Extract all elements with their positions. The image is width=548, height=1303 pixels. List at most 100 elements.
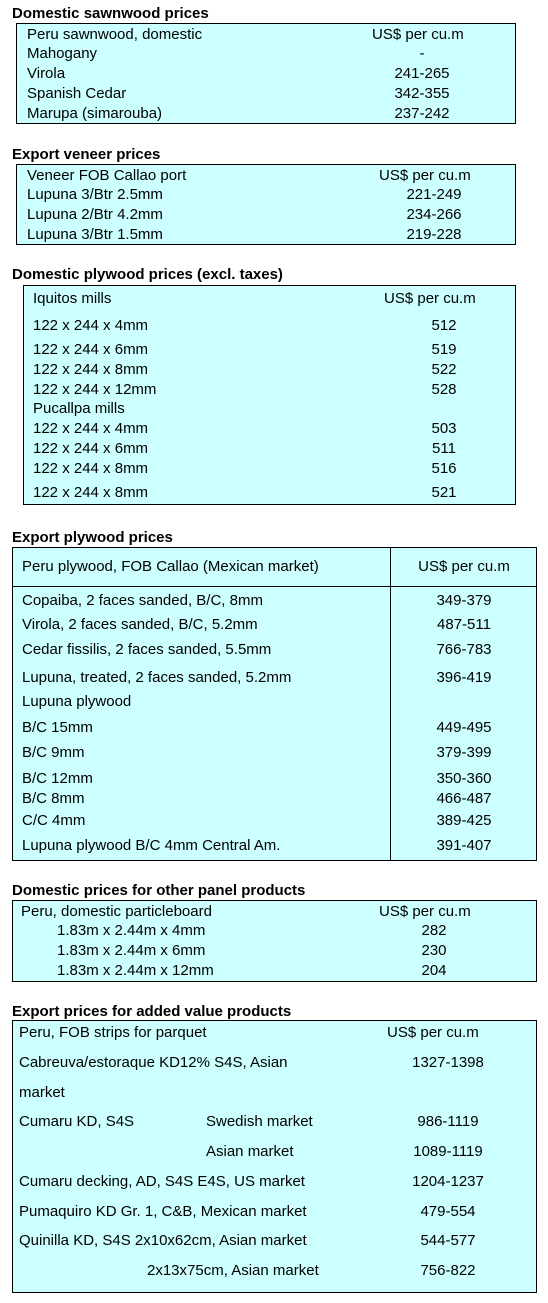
dom-plywood-row-price: 503 (431, 420, 457, 437)
exp-plywood-row-name: B/C 8mm (22, 790, 85, 807)
added-row-market: 2x13x75cm, Asian market (147, 1262, 319, 1279)
added-row-name: market (19, 1084, 65, 1101)
dom-plywood-title: Domestic plywood prices (excl. taxes) (12, 266, 283, 283)
added-row-price: 1327-1398 (412, 1054, 484, 1071)
exp-plywood-table: Peru plywood, FOB Callao (Mexican market… (12, 547, 537, 861)
panel-row-name: 1.83m x 2.44m x 6mm (57, 942, 206, 959)
added-row-price: 1204-1237 (412, 1173, 484, 1190)
dom-plywood-row-price: 512 (431, 317, 457, 334)
dom-plywood-row-name: 122 x 244 x 4mm (33, 317, 149, 334)
added-row-price: 1089-1119 (413, 1143, 483, 1160)
veneer-title: Export veneer prices (12, 146, 161, 163)
veneer-table: Veneer FOB Callao port US$ per cu.m Lupu… (16, 164, 516, 245)
exp-plywood-row-price: 466-487 (436, 790, 492, 807)
sawnwood-header-unit: US$ per cu.m (372, 26, 464, 43)
header-divider (13, 586, 536, 587)
added-header-label: Peru, FOB strips for parquet (19, 1024, 207, 1041)
dom-plywood-row-price: 528 (431, 381, 457, 398)
veneer-row-price: 221-249 (406, 186, 462, 203)
exp-plywood-row-name: C/C 4mm (22, 812, 86, 829)
veneer-row-name: Lupuna 3/Btr 2.5mm (27, 186, 163, 203)
exp-plywood-subheader: Lupuna plywood (22, 693, 132, 710)
exp-plywood-header-unit: US$ per cu.m (418, 558, 510, 575)
veneer-row-name: Lupuna 2/Btr 4.2mm (27, 206, 163, 223)
sawnwood-row-price: 237-242 (394, 105, 450, 122)
exp-plywood-row-price: 487-511 (437, 616, 491, 633)
veneer-row-name: Lupuna 3/Btr 1.5mm (27, 226, 163, 243)
dom-plywood-row-name: 122 x 244 x 6mm (33, 341, 149, 358)
exp-plywood-row-price: 349-379 (436, 592, 492, 609)
exp-plywood-row-price: 350-360 (436, 770, 492, 787)
exp-plywood-row-name: Lupuna plywood B/C 4mm Central Am. (22, 837, 281, 854)
sawnwood-row-name: Marupa (simarouba) (27, 105, 163, 122)
veneer-header-label: Veneer FOB Callao port (27, 167, 187, 184)
exp-plywood-row-price: 389-425 (436, 812, 492, 829)
panel-row-name: 1.83m x 2.44m x 12mm (57, 962, 214, 979)
panel-table: Peru, domestic particleboard US$ per cu.… (12, 900, 537, 982)
added-row-price: 986-1119 (417, 1113, 479, 1130)
added-row-name: Cumaru decking, AD, S4S E4S, US market (19, 1173, 305, 1190)
dom-plywood-row-name: 122 x 244 x 12mm (33, 381, 157, 398)
exp-plywood-title: Export plywood prices (12, 529, 173, 546)
dom-plywood-header-unit: US$ per cu.m (384, 290, 476, 307)
sawnwood-row-name: Virola (27, 65, 66, 82)
dom-plywood-table: Iquitos mills US$ per cu.m 122 x 244 x 4… (23, 285, 516, 505)
exp-plywood-row-price: 449-495 (436, 719, 492, 736)
exp-plywood-header-label: Peru plywood, FOB Callao (Mexican market… (22, 558, 319, 575)
exp-plywood-row-price: 396-419 (436, 669, 492, 686)
column-divider (390, 548, 391, 860)
sawnwood-header-label: Peru sawnwood, domestic (27, 26, 203, 43)
added-header-unit: US$ per cu.m (387, 1024, 479, 1041)
added-row-market: Asian market (206, 1143, 294, 1160)
exp-plywood-row-name: Cedar fissilis, 2 faces sanded, 5.5mm (22, 641, 272, 658)
exp-plywood-row-price: 766-783 (436, 641, 492, 658)
dom-plywood-row-name: 122 x 244 x 8mm (33, 460, 149, 477)
exp-plywood-row-name: B/C 12mm (22, 770, 93, 787)
added-title: Export prices for added value products (12, 1003, 292, 1020)
added-row-price: 756-822 (420, 1262, 476, 1279)
sawnwood-row-price: 241-265 (394, 65, 450, 82)
panel-row-price: 204 (421, 962, 447, 979)
dom-plywood-row-price: 522 (431, 361, 457, 378)
exp-plywood-row-name: Virola, 2 faces sanded, B/C, 5.2mm (22, 616, 258, 633)
exp-plywood-row-name: Copaiba, 2 faces sanded, B/C, 8mm (22, 592, 263, 609)
panel-title: Domestic prices for other panel products (12, 882, 306, 899)
exp-plywood-row-name: Lupuna, treated, 2 faces sanded, 5.2mm (22, 669, 292, 686)
dom-plywood-header-label: Iquitos mills (33, 290, 112, 307)
panel-row-price: 282 (421, 922, 447, 939)
exp-plywood-row-price: 379-399 (436, 744, 492, 761)
panel-header-unit: US$ per cu.m (379, 903, 471, 920)
dom-plywood-subheader: Pucallpa mills (33, 400, 125, 417)
sawnwood-table: Peru sawnwood, domestic US$ per cu.m Mah… (16, 23, 516, 124)
added-table: Peru, FOB strips for parquet US$ per cu.… (12, 1020, 537, 1293)
sawnwood-row-name: Mahogany (27, 45, 98, 62)
added-row-price: 479-554 (420, 1203, 476, 1220)
sawnwood-title: Domestic sawnwood prices (12, 5, 209, 22)
panel-row-price: 230 (421, 942, 447, 959)
panel-header-label: Peru, domestic particleboard (21, 903, 212, 920)
dom-plywood-row-name: 122 x 244 x 4mm (33, 420, 149, 437)
exp-plywood-row-name: B/C 15mm (22, 719, 93, 736)
veneer-header-unit: US$ per cu.m (379, 167, 471, 184)
added-row-name: Pumaquiro KD Gr. 1, C&B, Mexican market (19, 1203, 307, 1220)
sawnwood-row-name: Spanish Cedar (27, 85, 127, 102)
sawnwood-row-price: - (419, 45, 425, 62)
veneer-row-price: 234-266 (406, 206, 462, 223)
dom-plywood-row-price: 521 (431, 484, 457, 501)
added-row-name: Quinilla KD, S4S 2x10x62cm, Asian market (19, 1232, 307, 1249)
exp-plywood-row-price: 391-407 (436, 837, 492, 854)
added-row-price: 544-577 (420, 1232, 476, 1249)
dom-plywood-row-price: 511 (432, 440, 456, 457)
added-row-market: Swedish market (206, 1113, 313, 1130)
dom-plywood-row-name: 122 x 244 x 8mm (33, 484, 149, 501)
dom-plywood-row-name: 122 x 244 x 8mm (33, 361, 149, 378)
added-row-name: Cabreuva/estoraque KD12% S4S, Asian (19, 1054, 288, 1071)
dom-plywood-row-name: 122 x 244 x 6mm (33, 440, 149, 457)
dom-plywood-row-price: 516 (431, 460, 457, 477)
veneer-row-price: 219-228 (406, 226, 462, 243)
dom-plywood-row-price: 519 (431, 341, 457, 358)
panel-row-name: 1.83m x 2.44m x 4mm (57, 922, 206, 939)
added-row-name: Cumaru KD, S4S (19, 1113, 135, 1130)
sawnwood-row-price: 342-355 (394, 85, 450, 102)
exp-plywood-row-name: B/C 9mm (22, 744, 85, 761)
